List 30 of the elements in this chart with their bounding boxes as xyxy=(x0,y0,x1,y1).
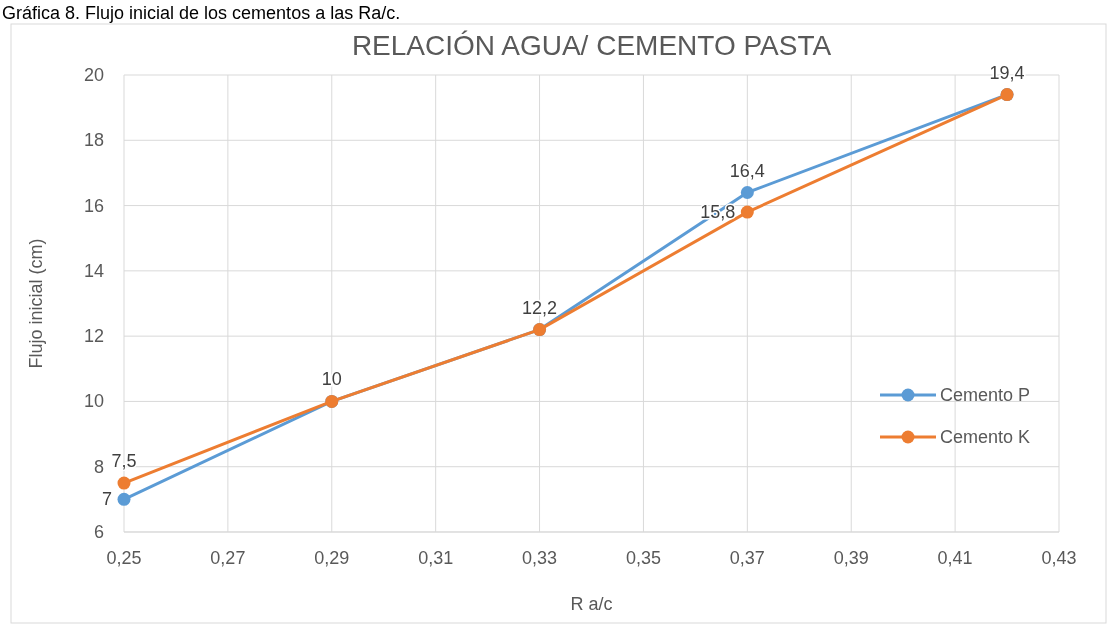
chart-title: RELACIÓN AGUA/ CEMENTO PASTA xyxy=(351,30,832,61)
x-tick-label: 0,41 xyxy=(937,548,973,568)
y-tick-label: 16 xyxy=(83,195,104,216)
x-tick-label: 0,31 xyxy=(418,548,454,568)
data-label: 10 xyxy=(321,369,342,390)
x-tick-label: 0,33 xyxy=(522,548,558,568)
y-tick-label: 10 xyxy=(83,391,104,412)
x-tick-label: 0,43 xyxy=(1041,548,1077,568)
data-label: 7,5 xyxy=(111,451,137,472)
y-tick-label: 8 xyxy=(93,456,104,477)
x-tick-label: 0,35 xyxy=(625,548,661,568)
y-tick-label: 12 xyxy=(83,326,104,347)
x-axis-title: R a/c xyxy=(570,594,613,614)
text: Gráfica 8. Flujo inicial de los cementos a las Ra/c. xyxy=(2,3,401,23)
data-label: 16,4 xyxy=(729,160,765,181)
x-tick-label: 0,29 xyxy=(314,548,350,568)
x-tick-label: 0,37 xyxy=(729,548,765,568)
x-tick-label: 0,27 xyxy=(210,548,246,568)
y-tick-label: 6 xyxy=(93,522,104,542)
data-label: 19,4 xyxy=(989,62,1025,83)
y-tick-label: 20 xyxy=(83,65,104,85)
x-tick-label: 0,25 xyxy=(106,548,142,568)
y-tick-label: 14 xyxy=(83,260,104,281)
y-tick-label: 18 xyxy=(83,130,104,151)
data-label: 7 xyxy=(101,489,112,510)
data-label: 12,2 xyxy=(522,297,558,318)
x-tick-label: 0,39 xyxy=(833,548,869,568)
legend-label: Cemento K xyxy=(940,427,1031,447)
legend-label: Cemento P xyxy=(940,385,1031,405)
y-axis-title: Flujo inicial (cm) xyxy=(26,238,46,369)
